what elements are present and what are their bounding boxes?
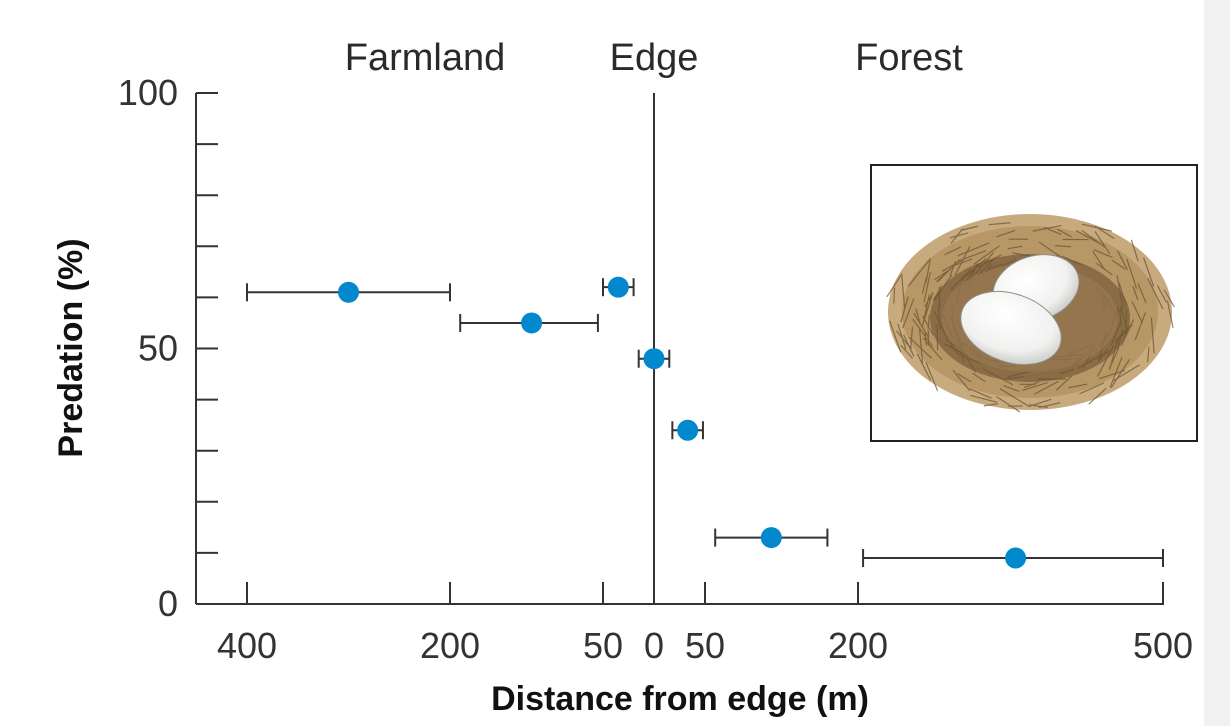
x-tick-label: 50 [583,625,623,666]
region-label-farmland: Farmland [345,37,506,79]
region-label-forest: Forest [855,37,963,79]
data-point [338,281,359,303]
y-tick-label: 100 [118,72,178,113]
y-ticks: 0 50 100 [118,72,218,624]
y-tick-label: 50 [138,328,178,369]
x-tick-label: 200 [420,625,480,666]
data-marks [246,276,1164,569]
bird-nest-with-eggs-icon [886,214,1175,413]
region-label-edge: Edge [610,37,699,79]
data-point [1005,547,1027,569]
data-point [677,419,699,441]
y-axis-title: Predation (%) [52,238,90,457]
page-edge-strip [1204,0,1230,726]
data-point [521,312,543,334]
egg-front [960,290,1062,366]
data-point [643,348,665,370]
x-tick-label: 500 [1133,625,1193,666]
x-tick-label: 400 [217,625,277,666]
x-tick-label: 50 [685,625,725,666]
data-point [607,276,629,298]
nest-inset [870,164,1198,442]
x-axis-title: Distance from edge (m) [491,680,869,718]
x-ticks: 400 200 50 0 50 200 500 [217,582,1193,666]
x-tick-label: 200 [828,625,888,666]
x-tick-label: 0 [644,625,664,666]
y-tick-label: 0 [158,583,178,624]
data-point [760,527,782,549]
